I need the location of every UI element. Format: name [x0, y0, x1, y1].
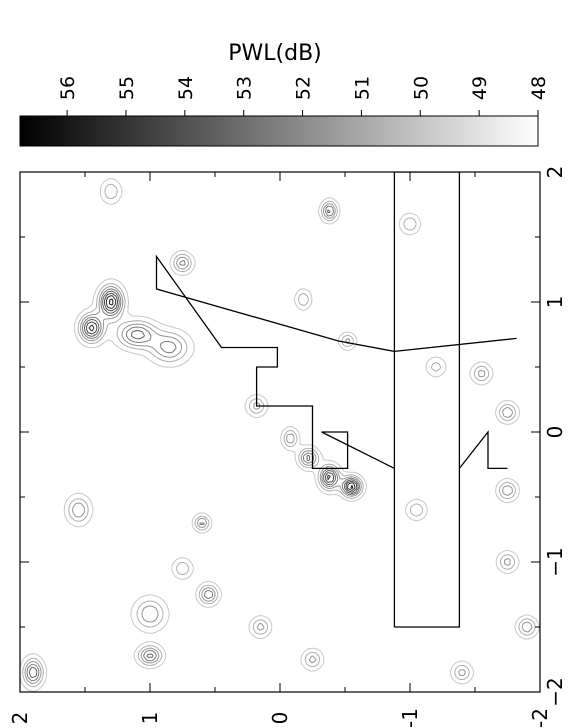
y-tick-label: 0	[268, 712, 292, 725]
x-tick-label: 2	[543, 166, 567, 179]
x-tick-label: −2	[543, 677, 567, 706]
y-tick-label: -2	[528, 708, 552, 728]
outline-segment	[393, 172, 461, 628]
contour-level	[88, 295, 356, 491]
contour-lines	[20, 178, 540, 692]
y-axis-tick-labels: 2 1 0 -1 -2	[8, 708, 552, 728]
colorbar-tick-label: 51	[351, 76, 373, 100]
colorbar-tick-label: 55	[116, 76, 138, 100]
contour-level	[28, 209, 359, 679]
colorbar-tick-marks	[66, 110, 539, 116]
x-tick-label: −1	[543, 547, 567, 576]
colorbar-tick-label: 56	[57, 76, 79, 100]
contour-level	[109, 298, 354, 489]
contour-level	[85, 292, 358, 493]
aircraft-outline	[155, 172, 517, 628]
contour-level	[22, 183, 536, 688]
contour-level	[20, 178, 540, 692]
y-tick-label: 2	[8, 712, 32, 725]
y-tick-label: -1	[398, 708, 422, 728]
x-tick-label: 0	[543, 426, 567, 439]
colorbar-tick-label: 53	[234, 76, 256, 100]
colorbar-tick-label: 48	[528, 76, 550, 100]
contour-level	[24, 203, 533, 685]
x-tick-label: 1	[543, 296, 567, 309]
outline-segment	[394, 337, 517, 353]
colorbar-tick-label: 50	[410, 76, 432, 100]
colorbar-tick-labels: 56 55 54 53 52 51 50 49 48	[57, 76, 550, 100]
colorbar-tick-label: 49	[469, 76, 491, 100]
x-axis-tick-labels: −2 −1 0 1 2	[543, 166, 567, 707]
outline-segment	[458, 430, 508, 470]
colorbar-tick-label: 52	[293, 76, 315, 100]
outline-segment	[155, 254, 395, 470]
contour-level	[26, 205, 361, 682]
colorbar	[19, 115, 539, 147]
plot-frame	[19, 171, 541, 693]
y-tick-label: 1	[138, 712, 162, 725]
colorbar-label: PWL(dB)	[228, 41, 322, 66]
colorbar-tick-label: 54	[175, 76, 197, 100]
axis-ticks	[19, 171, 541, 693]
